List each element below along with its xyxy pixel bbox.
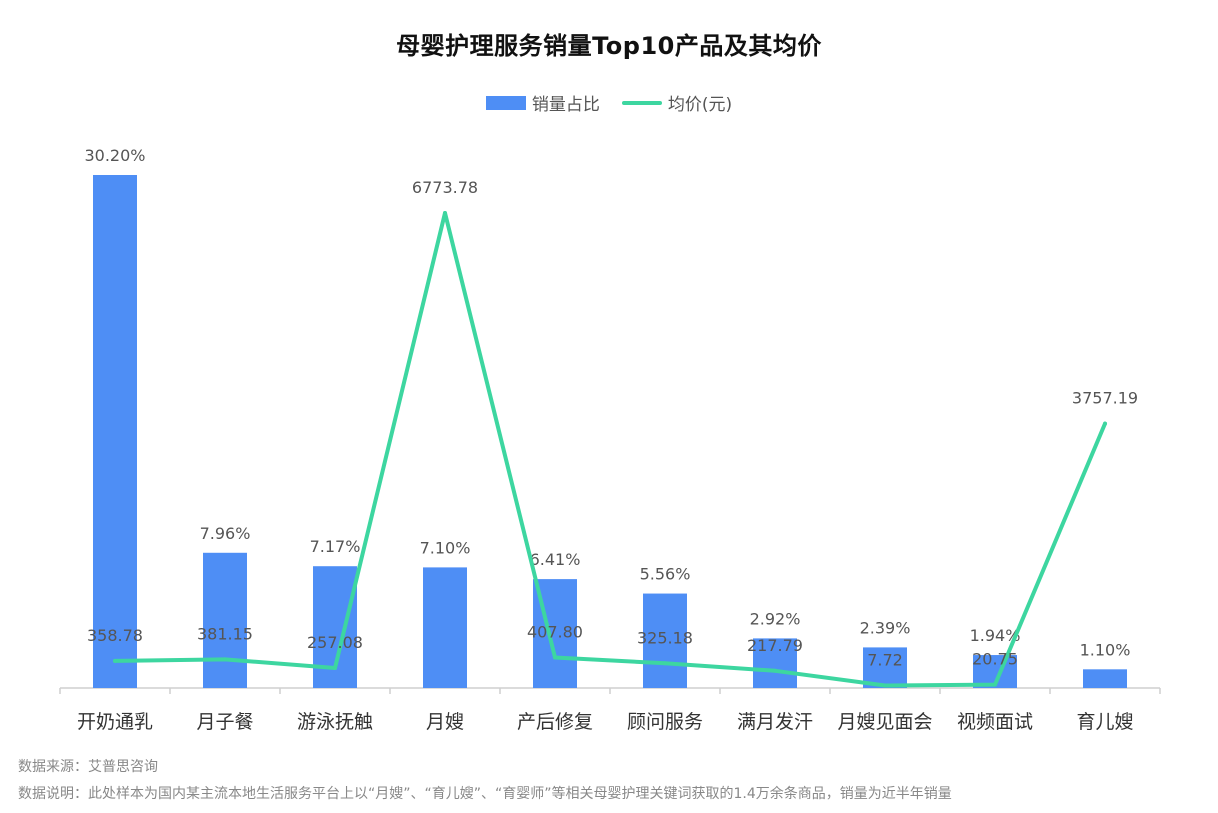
price-point — [883, 683, 887, 688]
bar-满月发汗 — [753, 638, 797, 688]
price-point — [663, 661, 667, 666]
bar-label: 7.17% — [310, 537, 361, 556]
x-tick-label: 月嫂见面会 — [837, 711, 932, 733]
x-tick-label: 游泳抚触 — [297, 711, 373, 733]
price-label: 381.15 — [197, 624, 253, 643]
x-tick-label: 月嫂 — [426, 711, 464, 733]
bar-label: 7.10% — [420, 538, 471, 557]
bar-label: 2.39% — [860, 618, 911, 637]
price-label: 217.79 — [747, 636, 803, 655]
bar-育儿嫂 — [1083, 669, 1127, 688]
price-label: 7.72 — [867, 650, 903, 669]
price-label: 325.18 — [637, 628, 693, 647]
price-label: 257.08 — [307, 633, 363, 652]
chart-legend: 销量占比 均价(元) — [0, 90, 1218, 115]
bar-label: 1.10% — [1080, 640, 1131, 659]
price-point — [333, 666, 337, 671]
legend-bar-label: 销量占比 — [531, 95, 600, 115]
x-tick-label: 育儿嫂 — [1076, 711, 1133, 733]
bar-label: 6.41% — [530, 550, 581, 569]
price-label: 20.75 — [972, 650, 1018, 669]
x-tick-label: 月子餐 — [196, 711, 253, 733]
x-tick-label: 产后修复 — [517, 711, 593, 733]
bar-label: 2.92% — [750, 609, 801, 628]
price-point — [773, 668, 777, 673]
price-label: 358.78 — [87, 626, 143, 645]
price-label: 3757.19 — [1072, 389, 1138, 408]
bar-开奶通乳 — [93, 175, 137, 688]
price-point — [443, 211, 447, 215]
legend-item-bar[interactable]: 销量占比 — [485, 90, 600, 115]
legend-bar-swatch — [485, 95, 526, 110]
bar-label: 7.96% — [200, 524, 251, 543]
price-label: 6773.78 — [412, 178, 478, 197]
data-source-note: 数据来源：艾普思咨询 — [18, 759, 158, 775]
price-point — [553, 655, 557, 660]
bar-label: 30.20% — [84, 146, 145, 165]
x-tick-label: 顾问服务 — [627, 711, 703, 733]
chart-title: 母婴护理服务销量Top10产品及其均价 — [396, 32, 822, 60]
bar-label: 1.94% — [970, 626, 1021, 645]
legend-line-swatch — [621, 100, 662, 105]
price-point — [1103, 421, 1107, 426]
data-description-note: 数据说明：此处样本为国内某主流本地生活服务平台上以“月嫂”、“育儿嫂”、“育婴师… — [18, 786, 952, 802]
bar-顾问服务 — [643, 593, 687, 688]
x-tick-label: 视频面试 — [957, 711, 1033, 733]
bar-月子餐 — [203, 552, 247, 688]
price-point — [993, 682, 997, 687]
bar-label: 5.56% — [640, 565, 691, 584]
price-point — [223, 657, 227, 662]
price-line — [113, 211, 1107, 688]
bar-月嫂见面会 — [863, 647, 907, 688]
legend-item-line[interactable]: 均价(元) — [621, 90, 733, 115]
legend-line-label: 均价(元) — [667, 95, 733, 115]
price-label: 407.80 — [527, 623, 583, 642]
x-tick-label: 满月发汗 — [737, 711, 813, 733]
x-tick-label: 开奶通乳 — [77, 711, 153, 733]
price-point — [113, 658, 117, 663]
bar-月嫂 — [423, 567, 467, 688]
chart-plot-area: 30.20% 开奶通乳 7.96% 月子餐 7.17% 游泳抚触 7.10% 月嫂 6.41% 产… — [59, 146, 1161, 733]
